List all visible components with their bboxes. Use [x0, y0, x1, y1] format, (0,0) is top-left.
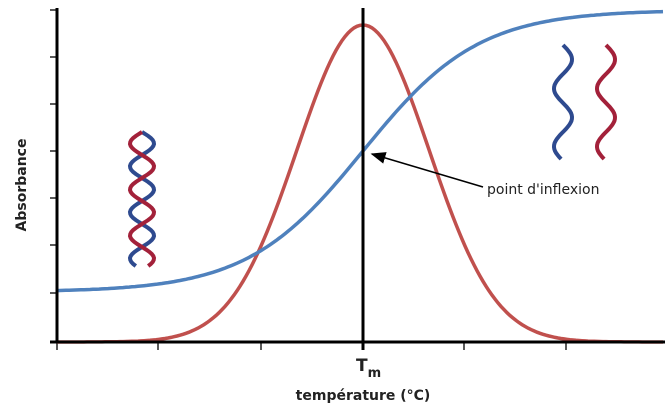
x-axis-label: température (°C)	[296, 388, 431, 404]
dna-icons	[130, 45, 615, 266]
annotation-arrow	[372, 154, 483, 187]
annotation: point d'inflexion	[487, 182, 599, 198]
y-axis-label: Absorbance	[14, 139, 30, 232]
melting-curve-figure: point d'inflexion Absorbance Tm températ…	[0, 0, 665, 412]
single-strand-blue	[554, 45, 572, 159]
tm-label: Tm	[356, 356, 381, 381]
single-strand-red	[597, 45, 615, 159]
helix-strand-red	[130, 132, 154, 266]
tm-main: T	[356, 356, 368, 376]
tm-sub: m	[368, 366, 382, 381]
axis-ticks	[50, 10, 566, 350]
